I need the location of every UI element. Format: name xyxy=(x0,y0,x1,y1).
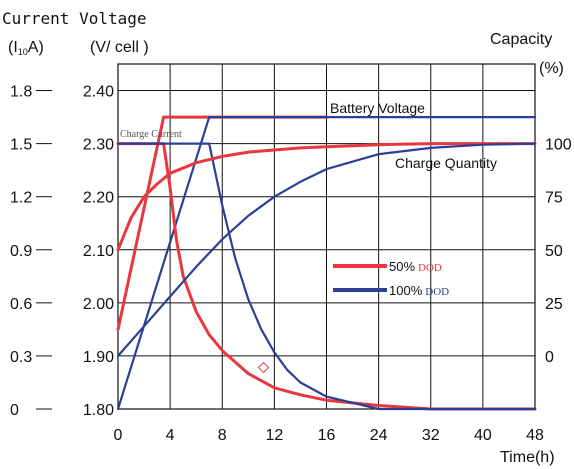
voltage-tick-label: 2.40 xyxy=(83,84,114,101)
time-tick-label: 8 xyxy=(218,427,227,444)
voltage-tick-label: 1.90 xyxy=(83,349,114,366)
capacity-axis-title: Capacity xyxy=(490,31,552,48)
data-series xyxy=(116,115,537,411)
legend-label-100dod-suffix: DOD xyxy=(425,286,449,298)
capacity-tick-label: 0 xyxy=(545,349,554,366)
current-unit-suffix: A) xyxy=(28,39,44,56)
series-charge-quantity-50dod xyxy=(116,142,537,252)
current-tick-label: 0.3 xyxy=(10,349,32,366)
legend-label-50dod: 50% DOD xyxy=(389,259,442,274)
capacity-tick-label: 25 xyxy=(545,296,563,313)
tick-labels: 1.8 1.5 1.2 0.9 0.6 0.3 0 2.40 2.30 2.20 2.10 2.00 1… xyxy=(10,84,572,444)
series-charge-current-100dod xyxy=(116,142,537,411)
time-tick-label: 40 xyxy=(474,427,492,444)
time-tick-label: 24 xyxy=(370,427,388,444)
legend-label-100dod-value: 100% xyxy=(389,283,423,298)
current-axis-unit: (I10A) xyxy=(8,39,44,57)
time-tick-label: 48 xyxy=(526,427,544,444)
voltage-tick-label: 2.20 xyxy=(83,190,114,207)
voltage-tick-label: 1.80 xyxy=(83,402,114,419)
time-axis-title: Time(h) xyxy=(500,449,555,466)
time-tick-label: 32 xyxy=(422,427,440,444)
charge-quantity-label: Charge Quantity xyxy=(395,155,497,171)
charge-current-label: Charge Current xyxy=(120,129,182,140)
voltage-tick-label: 2.10 xyxy=(83,243,114,260)
time-tick-label: 16 xyxy=(318,427,336,444)
capacity-tick-label: 50 xyxy=(545,243,563,260)
current-unit-prefix: (I xyxy=(8,39,18,56)
current-tick-label: 1.5 xyxy=(10,137,32,154)
current-tick-label: 0 xyxy=(10,402,19,419)
time-tick-label: 0 xyxy=(114,427,123,444)
time-tick-label: 4 xyxy=(166,427,175,444)
current-axis-title: Current Voltage xyxy=(2,9,147,28)
legend-label-100dod: 100% DOD xyxy=(389,283,449,298)
legend-label-50dod-suffix: DOD xyxy=(418,262,442,274)
capacity-axis-unit: (%) xyxy=(539,60,564,77)
legend: 50% DOD 100% DOD xyxy=(333,259,449,298)
current-tick-label: 1.2 xyxy=(10,190,32,207)
voltage-tick-label: 2.00 xyxy=(83,296,114,313)
battery-voltage-label: Battery Voltage xyxy=(330,100,425,116)
series-battery-voltage-100dod xyxy=(116,115,537,411)
series-charge-quantity-100dod xyxy=(116,142,537,357)
legend-label-50dod-value: 50% xyxy=(389,259,415,274)
voltage-axis-title: (V/ cell ) xyxy=(90,39,149,56)
voltage-tick-label: 2.30 xyxy=(83,137,114,154)
series-charge-current-50dod xyxy=(116,142,537,411)
curve-marker xyxy=(257,361,270,374)
current-tick-label: 0.6 xyxy=(10,296,32,313)
capacity-tick-label: 100 xyxy=(545,137,572,154)
current-tick-label: 0.9 xyxy=(10,243,32,260)
current-unit-sub: 10 xyxy=(18,47,28,57)
current-tick-label: 1.8 xyxy=(10,84,32,101)
time-tick-label: 12 xyxy=(265,427,283,444)
capacity-tick-label: 75 xyxy=(545,190,563,207)
